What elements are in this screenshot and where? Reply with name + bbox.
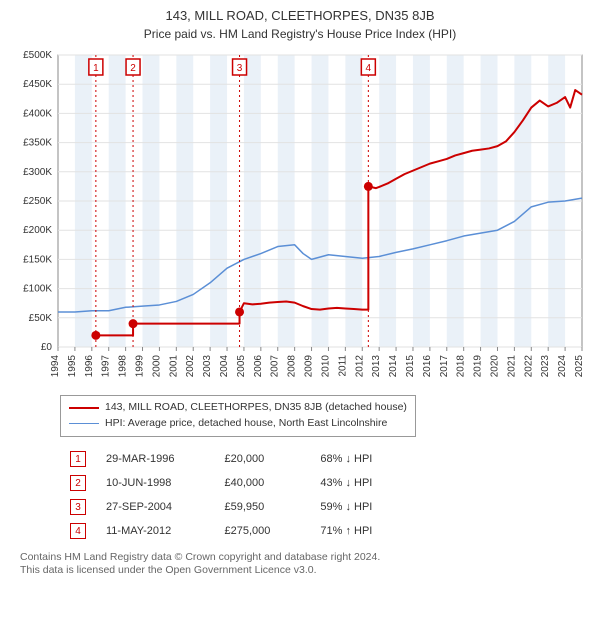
chart-svg: £0 £50K £100K £150K £200K £250K £300K £350K £400… — [10, 49, 590, 389]
svg-text:2023: 2023 — [540, 355, 551, 378]
svg-text:4: 4 — [366, 63, 372, 74]
footer-line1: Contains HM Land Registry data © Crown c… — [20, 551, 590, 565]
svg-text:2021: 2021 — [506, 355, 517, 378]
event-marker: 4 — [70, 523, 86, 539]
svg-text:2: 2 — [130, 63, 136, 74]
event-row: 2 10-JUN-1998£40,00043% ↓ HPI — [60, 471, 382, 495]
legend-swatch — [69, 423, 99, 424]
svg-text:2011: 2011 — [337, 355, 348, 377]
svg-text:2024: 2024 — [557, 355, 568, 378]
svg-text:2015: 2015 — [405, 355, 416, 378]
event-delta: 59% ↓ HPI — [280, 495, 382, 519]
svg-text:1997: 1997 — [101, 355, 112, 378]
event-price: £59,950 — [184, 495, 280, 519]
event-delta: 68% ↓ HPI — [280, 447, 382, 471]
event-price: £20,000 — [184, 447, 280, 471]
svg-text:2001: 2001 — [168, 355, 179, 378]
svg-text:2016: 2016 — [422, 355, 433, 378]
event-delta: 71% ↑ HPI — [280, 519, 382, 543]
svg-text:2022: 2022 — [523, 355, 534, 378]
svg-text:£300K: £300K — [23, 167, 52, 178]
svg-text:2012: 2012 — [354, 355, 365, 378]
svg-text:£150K: £150K — [23, 254, 52, 265]
svg-text:1996: 1996 — [84, 355, 95, 378]
title-main: 143, MILL ROAD, CLEETHORPES, DN35 8JB — [10, 8, 590, 23]
svg-text:£450K: £450K — [23, 79, 52, 90]
svg-text:2002: 2002 — [185, 355, 196, 378]
title-sub: Price paid vs. HM Land Registry's House … — [10, 27, 590, 41]
event-date: 11-MAY-2012 — [96, 519, 184, 543]
svg-text:2014: 2014 — [388, 355, 399, 378]
event-marker: 1 — [70, 451, 86, 467]
svg-text:£100K: £100K — [23, 284, 52, 295]
event-marker: 2 — [70, 475, 86, 491]
svg-text:2004: 2004 — [219, 355, 230, 378]
event-date: 10-JUN-1998 — [96, 471, 184, 495]
legend-row: HPI: Average price, detached house, Nort… — [69, 416, 407, 432]
svg-text:2013: 2013 — [371, 355, 382, 378]
svg-text:2010: 2010 — [320, 355, 331, 378]
svg-text:£400K: £400K — [23, 108, 52, 119]
svg-text:2009: 2009 — [304, 355, 315, 378]
svg-text:£0: £0 — [41, 342, 53, 353]
svg-text:1998: 1998 — [118, 355, 129, 378]
footer: Contains HM Land Registry data © Crown c… — [20, 551, 590, 578]
legend: 143, MILL ROAD, CLEETHORPES, DN35 8JB (d… — [60, 395, 416, 437]
footer-line2: This data is licensed under the Open Gov… — [20, 564, 590, 578]
svg-text:2008: 2008 — [287, 355, 298, 378]
event-row: 1 29-MAR-1996£20,00068% ↓ HPI — [60, 447, 382, 471]
svg-text:2019: 2019 — [473, 355, 484, 378]
svg-text:2000: 2000 — [151, 355, 162, 378]
svg-text:2003: 2003 — [202, 355, 213, 378]
svg-text:2018: 2018 — [456, 355, 467, 378]
svg-text:2007: 2007 — [270, 355, 281, 378]
title-block: 143, MILL ROAD, CLEETHORPES, DN35 8JB Pr… — [10, 8, 590, 41]
svg-text:£500K: £500K — [23, 50, 52, 61]
event-marker: 3 — [70, 499, 86, 515]
event-delta: 43% ↓ HPI — [280, 471, 382, 495]
svg-text:1: 1 — [93, 63, 99, 74]
legend-swatch — [69, 407, 99, 409]
svg-text:£250K: £250K — [23, 196, 52, 207]
page-container: 143, MILL ROAD, CLEETHORPES, DN35 8JB Pr… — [0, 0, 600, 586]
svg-text:2020: 2020 — [489, 355, 500, 378]
svg-text:1994: 1994 — [50, 355, 61, 378]
svg-text:£50K: £50K — [29, 313, 53, 324]
svg-text:2025: 2025 — [574, 355, 585, 378]
legend-label: HPI: Average price, detached house, Nort… — [105, 416, 387, 432]
event-row: 3 27-SEP-2004£59,95059% ↓ HPI — [60, 495, 382, 519]
event-date: 29-MAR-1996 — [96, 447, 184, 471]
svg-text:2006: 2006 — [253, 355, 264, 378]
event-date: 27-SEP-2004 — [96, 495, 184, 519]
event-price: £40,000 — [184, 471, 280, 495]
svg-text:£350K: £350K — [23, 138, 52, 149]
svg-text:1999: 1999 — [135, 355, 146, 378]
svg-text:2005: 2005 — [236, 355, 247, 378]
svg-text:1995: 1995 — [67, 355, 78, 378]
svg-text:3: 3 — [237, 63, 243, 74]
event-price: £275,000 — [184, 519, 280, 543]
legend-label: 143, MILL ROAD, CLEETHORPES, DN35 8JB (d… — [105, 400, 407, 416]
svg-text:£200K: £200K — [23, 225, 52, 236]
svg-text:2017: 2017 — [439, 355, 450, 378]
event-row: 4 11-MAY-2012£275,00071% ↑ HPI — [60, 519, 382, 543]
chart: £0 £50K £100K £150K £200K £250K £300K £350K £400… — [10, 49, 590, 389]
legend-row: 143, MILL ROAD, CLEETHORPES, DN35 8JB (d… — [69, 400, 407, 416]
events-table: 1 29-MAR-1996£20,00068% ↓ HPI 2 10-JUN-1998… — [60, 447, 382, 543]
